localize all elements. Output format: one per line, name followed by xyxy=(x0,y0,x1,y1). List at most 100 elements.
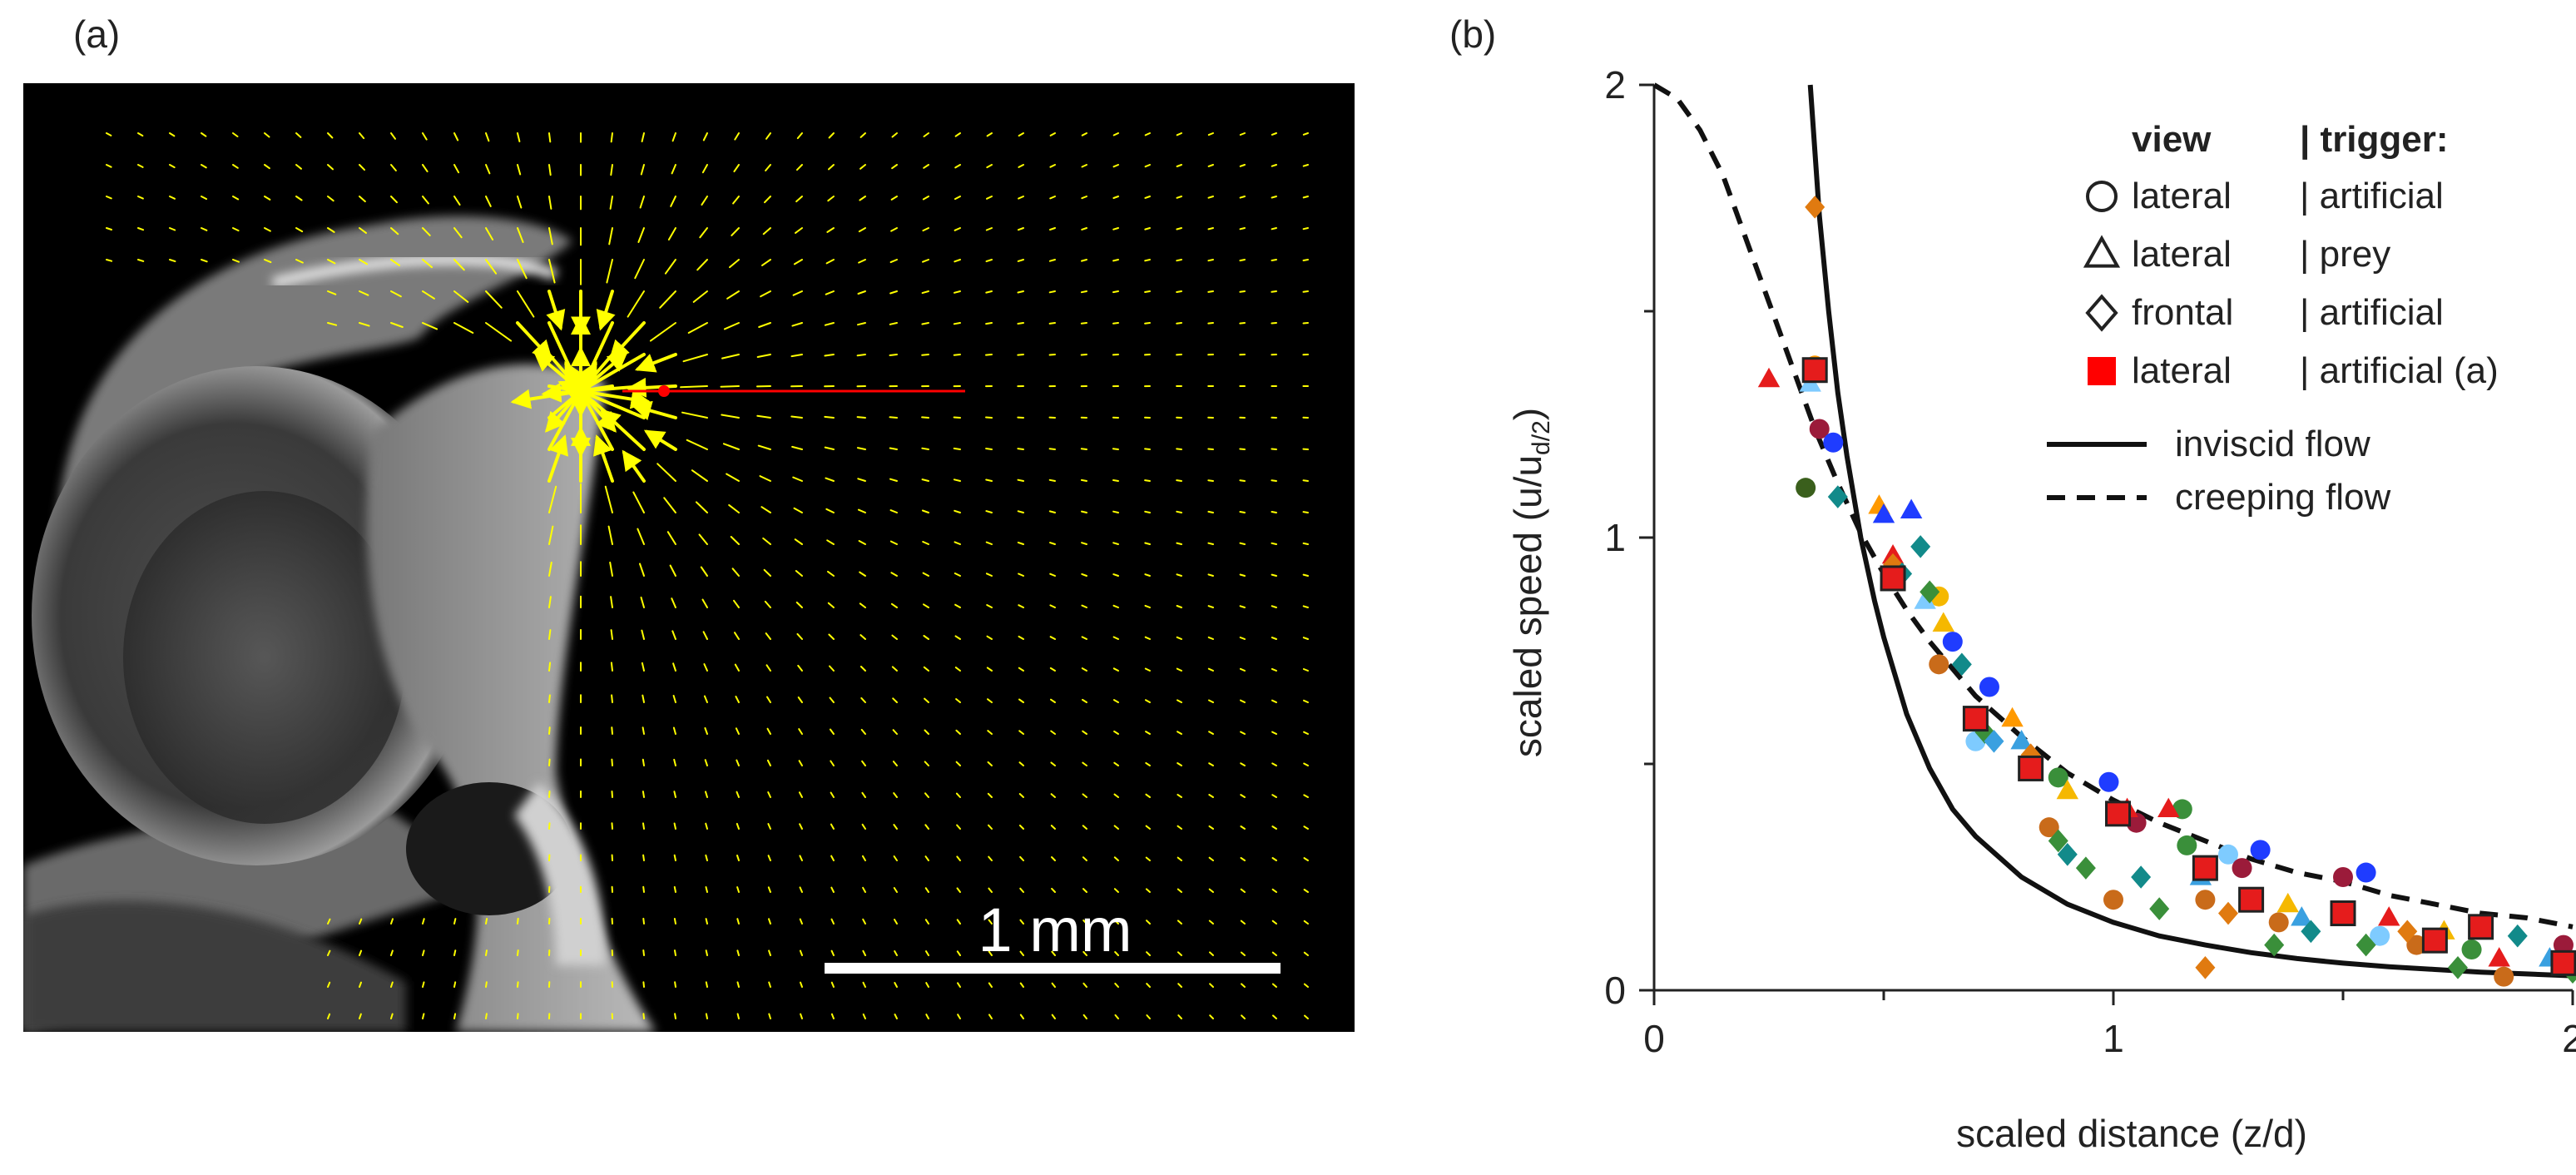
flow-vector xyxy=(674,949,676,956)
flow-vector xyxy=(453,259,465,271)
flow-vector xyxy=(627,290,645,318)
flow-vector xyxy=(702,132,708,141)
flow-vector xyxy=(1082,920,1087,925)
flow-vector xyxy=(860,697,866,703)
flow-vector xyxy=(956,887,961,893)
data-point-diamond xyxy=(2448,956,2468,979)
flow-vector xyxy=(728,503,740,513)
flow-vector xyxy=(1113,761,1119,766)
flow-vector xyxy=(1050,761,1056,766)
data-point-triangle xyxy=(2378,906,2400,926)
flow-vector xyxy=(1081,542,1087,545)
flow-vector xyxy=(608,227,613,245)
flow-vector xyxy=(642,1013,645,1019)
flow-vector xyxy=(957,1014,961,1019)
flow-vector xyxy=(674,1013,676,1019)
flow-vector xyxy=(422,132,428,141)
flow-vector xyxy=(1207,573,1214,577)
flow-vector xyxy=(923,603,929,608)
data-point-triangle xyxy=(1932,612,1954,632)
flow-vector xyxy=(390,290,402,298)
flow-vector xyxy=(1239,227,1246,231)
flow-vector xyxy=(892,729,898,735)
data-point-circle xyxy=(2218,844,2238,865)
flow-vector xyxy=(1113,825,1119,830)
flow-vector xyxy=(890,602,898,608)
flow-vector xyxy=(1144,542,1151,545)
data-point-triangle xyxy=(2157,797,2180,817)
flow-vector xyxy=(640,164,645,176)
flow-vector xyxy=(1019,982,1024,988)
flow-vector xyxy=(861,823,866,830)
flow-vector xyxy=(954,541,961,545)
flow-vector xyxy=(1239,164,1246,167)
flow-vector xyxy=(734,663,740,672)
flow-vector xyxy=(1018,730,1024,735)
flow-vector xyxy=(1144,667,1151,672)
flow-vector xyxy=(767,855,771,861)
flow-vector xyxy=(734,632,740,640)
flow-vector xyxy=(485,259,498,275)
flow-vector xyxy=(1176,573,1182,577)
flow-vector xyxy=(923,666,929,672)
flow-vector xyxy=(1207,667,1214,672)
flow-vector xyxy=(1081,259,1087,262)
flow-vector xyxy=(1271,448,1277,450)
flow-vector xyxy=(925,1014,929,1019)
flow-vector xyxy=(422,290,435,300)
flow-vector xyxy=(889,540,898,545)
flow-vector xyxy=(548,196,552,210)
flow-vector xyxy=(622,449,646,483)
flow-vector xyxy=(859,571,866,577)
flow-vector xyxy=(137,132,144,137)
data-point-circle xyxy=(2461,940,2482,960)
flow-vector xyxy=(704,759,708,766)
flow-vector xyxy=(1302,322,1309,325)
flow-vector xyxy=(985,259,993,263)
flow-vector xyxy=(731,227,740,236)
flow-vector xyxy=(954,603,961,608)
flow-vector xyxy=(1271,983,1277,988)
flow-vector xyxy=(634,259,645,280)
flow-vector xyxy=(859,132,866,138)
legend-header-trigger: | trigger: xyxy=(2300,119,2449,161)
flow-vector xyxy=(1082,761,1087,766)
flow-vector xyxy=(517,132,521,142)
flow-vector xyxy=(953,354,961,356)
flow-vector xyxy=(666,531,676,545)
flow-vector xyxy=(137,164,144,168)
flow-vector xyxy=(954,573,961,577)
flow-vector xyxy=(791,322,803,327)
flow-vector xyxy=(862,981,866,988)
flow-vector xyxy=(137,227,145,231)
data-point-circle xyxy=(2406,935,2427,955)
flow-vector xyxy=(1240,920,1246,925)
flow-vector xyxy=(295,196,303,201)
flow-vector xyxy=(859,602,866,608)
flow-vector xyxy=(1207,227,1214,231)
flow-vector xyxy=(736,822,740,830)
flow-vector xyxy=(792,476,803,482)
legend-line-label: inviscid flow xyxy=(2175,424,2370,464)
flow-vector xyxy=(1112,667,1119,672)
flow-vector xyxy=(705,854,708,861)
chart-curves xyxy=(1652,82,2574,979)
flow-vector xyxy=(793,259,803,265)
flow-vector xyxy=(1114,920,1119,925)
flow-vector xyxy=(422,949,425,956)
flow-vector xyxy=(422,227,431,236)
flow-vector xyxy=(169,164,176,169)
flow-vector xyxy=(767,791,771,798)
flow-vector xyxy=(1144,510,1151,513)
flow-vector xyxy=(1081,227,1087,231)
flow-vector xyxy=(1145,699,1151,703)
flow-vector xyxy=(642,791,645,798)
flow-vector xyxy=(453,290,469,303)
data-point-triangle xyxy=(1757,367,1781,388)
flow-vector xyxy=(890,572,898,577)
flow-vector xyxy=(687,322,708,334)
flow-vector xyxy=(1113,793,1119,798)
flow-vector xyxy=(1271,762,1277,766)
flow-vector xyxy=(1112,510,1119,513)
data-point-diamond xyxy=(1910,535,1931,558)
